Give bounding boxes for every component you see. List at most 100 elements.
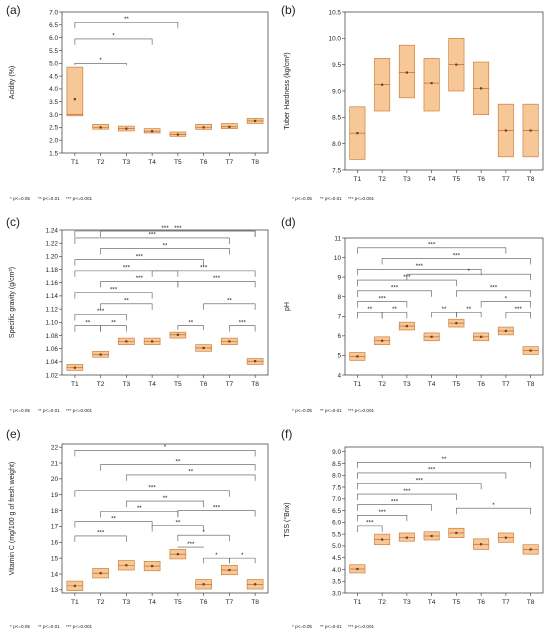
significance-bracket bbox=[357, 483, 482, 490]
y-tick-label: 8.5 bbox=[332, 461, 341, 468]
significance-bracket bbox=[100, 303, 153, 310]
box-mean-marker bbox=[176, 333, 179, 336]
x-tick-label: T2 bbox=[378, 599, 386, 606]
x-tick-label: T7 bbox=[502, 381, 510, 388]
panel-label: (c) bbox=[6, 215, 20, 229]
significance-label: * bbox=[241, 552, 244, 559]
box-mean-marker bbox=[73, 366, 76, 369]
x-tick-label: T6 bbox=[200, 159, 208, 166]
y-tick-label: 4.0 bbox=[332, 567, 341, 574]
x-tick-label: T5 bbox=[174, 599, 182, 606]
significance-label: *** bbox=[366, 520, 374, 527]
significance-bracket bbox=[229, 325, 256, 332]
box-mean-marker bbox=[202, 346, 205, 350]
box-mean-marker bbox=[529, 548, 532, 551]
significance-label: *** bbox=[490, 285, 498, 292]
box-mean-marker bbox=[202, 126, 205, 129]
significance-label: *** bbox=[379, 295, 387, 302]
significance-label: *** bbox=[97, 308, 105, 315]
box-mean-marker bbox=[99, 572, 102, 575]
y-axis-label: Tuber Hardness (kg/cm²) bbox=[284, 52, 291, 130]
significance-label: *** bbox=[200, 265, 208, 272]
significance-bracket bbox=[357, 301, 408, 308]
significance-bracket bbox=[126, 500, 204, 508]
significance-bracket bbox=[357, 290, 432, 297]
significance-label: * bbox=[202, 529, 205, 536]
significance-label: *** bbox=[213, 504, 221, 511]
significance-label: ** bbox=[188, 469, 193, 476]
y-tick-label: 1.10 bbox=[46, 320, 59, 327]
y-tick-label: 6.5 bbox=[49, 22, 58, 29]
y-tick-label: 3.0 bbox=[49, 112, 58, 119]
significance-label: *** bbox=[379, 509, 387, 516]
x-tick-label: T2 bbox=[97, 159, 105, 166]
y-tick-label: 1.5 bbox=[49, 150, 58, 157]
y-tick-label: 3.0 bbox=[332, 590, 341, 597]
y-tick-label: 7.0 bbox=[49, 9, 58, 16]
chart-panel: (e) 13 14 15 16 17 18 19 20 21 22 Vitamin C (mg/100… bbox=[6, 427, 269, 606]
x-tick-label: T1 bbox=[71, 599, 79, 606]
significance-label: *** bbox=[391, 285, 399, 292]
y-tick-label: 6.0 bbox=[49, 35, 58, 42]
significance-label: *** bbox=[187, 541, 195, 548]
y-tick-label: 6.0 bbox=[332, 520, 341, 527]
significance-footnote: *** p<=0.001 bbox=[348, 196, 375, 201]
x-tick-label: T7 bbox=[502, 599, 510, 606]
significance-label: *** bbox=[416, 263, 424, 270]
y-tick-label: 1.18 bbox=[46, 267, 59, 274]
y-tick-label: 1.24 bbox=[46, 227, 59, 234]
significance-label: *** bbox=[123, 265, 131, 272]
significance-bracket bbox=[100, 464, 256, 471]
significance-label: * bbox=[215, 552, 218, 559]
y-tick-label: 16 bbox=[51, 540, 59, 547]
significance-label: * bbox=[492, 502, 495, 509]
significance-footnote: *** p<=0.001 bbox=[348, 624, 375, 629]
y-tick-label: 14 bbox=[51, 571, 59, 578]
x-tick-label: T7 bbox=[226, 599, 234, 606]
y-tick-label: 2.0 bbox=[49, 137, 58, 144]
box bbox=[66, 66, 84, 117]
y-axis-label: Specific gravity (g/cm³) bbox=[9, 267, 16, 338]
significance-label: ** bbox=[124, 298, 129, 305]
y-tick-label: 13 bbox=[51, 587, 59, 594]
y-tick-label: 8.5 bbox=[332, 115, 341, 122]
y-tick-label: 7 bbox=[337, 314, 341, 321]
significance-bracket bbox=[357, 504, 432, 511]
y-tick-label: 1.02 bbox=[46, 372, 59, 379]
x-tick-label: T4 bbox=[148, 599, 156, 606]
box-mean-marker bbox=[381, 83, 384, 86]
panel-label: (e) bbox=[6, 427, 21, 441]
significance-footnote: * p<=0.05 bbox=[292, 196, 312, 201]
significance-label: ** bbox=[188, 319, 193, 326]
significance-label: ** bbox=[227, 298, 232, 305]
significance-bracket bbox=[456, 312, 482, 318]
chart-panel: (a) 1.5 2.0 2.5 3.0 3.5 4.0 4.5 5.0 5.5 6.0 6.5 7.0 A… bbox=[6, 3, 269, 166]
y-tick-label: 5.5 bbox=[332, 531, 341, 538]
significance-footnote: ** p<=0.01 bbox=[38, 196, 60, 201]
x-tick-label: T2 bbox=[378, 381, 386, 388]
significance-bracket bbox=[203, 303, 256, 310]
box-mean-marker bbox=[356, 132, 359, 135]
significance-label: *** bbox=[213, 275, 221, 282]
significance-bracket bbox=[480, 301, 531, 308]
y-tick-label: 22 bbox=[51, 444, 59, 451]
significance-label: ** bbox=[175, 458, 180, 465]
y-tick-label: 15 bbox=[51, 555, 59, 562]
significance-bracket bbox=[357, 472, 507, 479]
box-mean-marker bbox=[405, 71, 408, 74]
significance-bracket bbox=[74, 292, 153, 299]
significance-label: ** bbox=[392, 306, 397, 313]
significance-label: *** bbox=[97, 530, 105, 537]
significance-bracket bbox=[229, 557, 256, 564]
box-mean-marker bbox=[430, 335, 433, 338]
box-mean-marker bbox=[455, 63, 458, 66]
box-mean-marker bbox=[176, 553, 179, 556]
box-mean-marker bbox=[73, 98, 76, 101]
box-mean-marker bbox=[529, 129, 532, 132]
significance-bracket bbox=[357, 279, 457, 287]
x-tick-label: T3 bbox=[403, 381, 411, 388]
significance-bracket bbox=[177, 325, 204, 331]
significance-bracket bbox=[456, 290, 531, 297]
